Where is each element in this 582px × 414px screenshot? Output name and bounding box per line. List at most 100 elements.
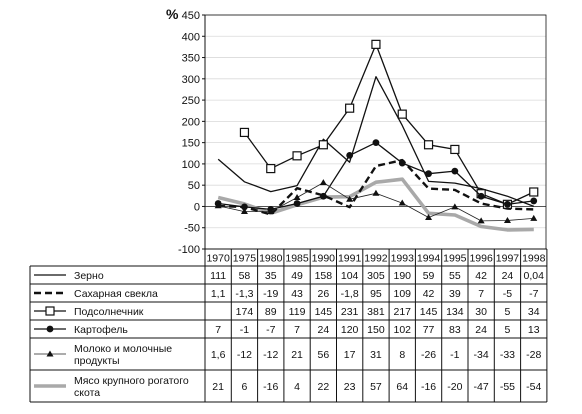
- series-4: [214, 179, 538, 224]
- data-label: 7: [478, 288, 484, 300]
- triangle-marker: [530, 214, 538, 221]
- data-label: 190: [393, 270, 411, 282]
- legend-key: [34, 350, 66, 357]
- triangle-marker: [503, 216, 511, 223]
- data-label: -55: [500, 381, 515, 393]
- square-marker: [529, 187, 539, 197]
- data-label: 57: [370, 381, 382, 393]
- category-label: 1997: [496, 253, 520, 265]
- data-label: -1: [450, 349, 459, 361]
- data-label: 26: [318, 288, 330, 300]
- data-label: 49: [291, 270, 303, 282]
- category-label: 1996: [469, 253, 493, 265]
- data-table: 1970 1975 1980 1985 1990 1991 1992 1993 1994 1995…: [29, 248, 548, 403]
- data-label: 21: [291, 349, 303, 361]
- data-label: 104: [341, 270, 359, 282]
- category-label: 1970: [206, 253, 230, 265]
- circle-marker: [398, 159, 406, 167]
- data-label: 8: [399, 349, 405, 361]
- row-label: Картофель: [74, 324, 128, 336]
- data-label: 77: [423, 324, 435, 336]
- row-label: Сахарная свекла: [74, 288, 158, 300]
- series-line: [218, 182, 534, 222]
- data-label: -47: [474, 381, 489, 393]
- row-label: Молоко и молочные: [74, 343, 172, 355]
- square-marker: [292, 151, 302, 161]
- data-label: 59: [423, 270, 435, 282]
- data-label: 1,1: [211, 288, 226, 300]
- series-2: [239, 39, 539, 209]
- data-label: -34: [474, 349, 489, 361]
- data-label: 119: [289, 306, 306, 318]
- data-label: 24: [502, 270, 514, 282]
- data-label: -28: [526, 349, 541, 361]
- data-label: 6: [242, 381, 248, 393]
- triangle-marker: [240, 208, 248, 215]
- row-label: Подсолнечник: [74, 306, 144, 318]
- data-label: 39: [449, 288, 461, 300]
- data-label: -26: [421, 349, 436, 361]
- data-label: 145: [315, 306, 333, 318]
- square-marker: [266, 163, 276, 174]
- data-label: 381: [367, 306, 385, 318]
- data-label: 174: [236, 306, 254, 318]
- data-label: 55: [449, 270, 461, 282]
- data-label: -54: [526, 381, 541, 393]
- data-label: 145: [420, 306, 438, 318]
- data-label: 30: [475, 306, 487, 318]
- data-label: 43: [291, 288, 303, 300]
- data-label: -1: [240, 324, 249, 336]
- square-marker: [318, 140, 328, 150]
- legend-key: [34, 325, 66, 333]
- circle-marker: [319, 192, 327, 200]
- y-tick-label: 300: [182, 74, 200, 86]
- data-label: 95: [370, 288, 382, 300]
- square-marker: [345, 103, 355, 113]
- y-axis: -100 -50 0 50 100 150 200 250 300 350 400 450: [178, 10, 547, 256]
- data-label: 13: [528, 324, 540, 336]
- row-label: Мясо крупного рогатого: [74, 375, 189, 387]
- y-tick-label: 100: [182, 159, 200, 171]
- data-label: -1,8: [341, 288, 359, 300]
- category-label: 1990: [312, 253, 336, 265]
- circle-marker: [451, 167, 459, 175]
- data-label: 0,04: [524, 270, 545, 282]
- triangle-marker: [293, 194, 301, 201]
- square-marker: [45, 306, 55, 316]
- plot-frame: [204, 14, 547, 250]
- data-label: 42: [423, 288, 435, 300]
- data-label: -5: [503, 288, 512, 300]
- plot-series: [214, 39, 539, 232]
- circle-marker: [293, 200, 301, 207]
- data-label: 7: [215, 324, 221, 336]
- data-label: -12: [237, 349, 252, 361]
- data-label: -16: [421, 381, 436, 393]
- triangle-marker: [319, 179, 327, 186]
- category-label: 1985: [285, 253, 309, 265]
- legend-key: [34, 306, 66, 316]
- data-label: 42: [475, 270, 487, 282]
- data-label: 109: [393, 288, 411, 300]
- row-label: Зерно: [74, 270, 104, 282]
- category-label: 1992: [364, 253, 388, 265]
- data-label: 58: [239, 270, 251, 282]
- data-label: -1,3: [235, 288, 253, 300]
- series-line: [218, 141, 534, 211]
- y-tick-label: 200: [182, 116, 200, 128]
- triangle-marker: [477, 217, 485, 224]
- triangle-marker: [267, 208, 275, 215]
- y-axis-unit-label: %: [166, 6, 179, 22]
- data-label: 158: [315, 270, 333, 282]
- row-label: продукты: [74, 355, 120, 367]
- data-label: 21: [212, 381, 224, 393]
- gridlines: [205, 14, 546, 250]
- data-label: 120: [341, 324, 359, 336]
- y-tick-label: -50: [184, 223, 200, 235]
- triangle-marker: [425, 214, 433, 221]
- data-label: 111: [210, 270, 226, 282]
- row-label: скота: [74, 387, 100, 399]
- category-label: 1994: [417, 253, 441, 265]
- data-label: 35: [265, 270, 277, 282]
- y-tick-label: 150: [182, 138, 200, 150]
- data-label: 24: [318, 324, 330, 336]
